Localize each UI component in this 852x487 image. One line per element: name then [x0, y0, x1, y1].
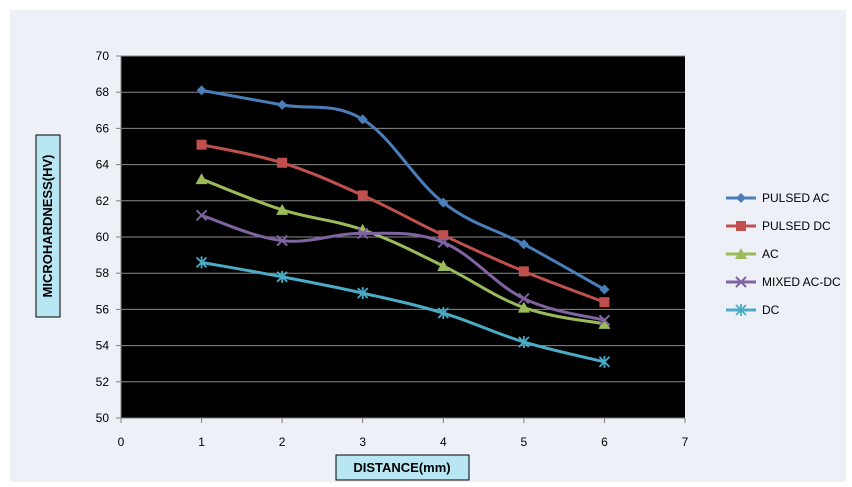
legend-marker-pulsed-dc — [736, 221, 746, 231]
gridlines — [121, 55, 685, 383]
legend-label-pulsed-ac: PULSED AC — [762, 191, 830, 205]
legend-item-pulsed-dc: PULSED DC — [726, 219, 831, 233]
series-line-pulsed-dc — [201, 143, 605, 304]
data-point-pulsed-dc — [438, 230, 449, 241]
y-axis-title: MICROHARDNESS(HV) — [40, 155, 55, 298]
x-tick-label: 4 — [440, 435, 447, 449]
data-point-mixed-ac-dc — [276, 234, 288, 247]
series-mixed-ac-dc — [195, 209, 611, 326]
data-point-pulsed-ac — [438, 197, 449, 208]
series-line-ac — [201, 177, 605, 326]
series-pulsed-ac — [196, 85, 610, 295]
x-axis-title-box: DISTANCE(mm) — [335, 454, 470, 481]
y-tick-label: 52 — [96, 375, 110, 389]
legend-marker-mixed-ac-dc — [735, 276, 747, 288]
data-point-pulsed-ac — [196, 85, 207, 96]
legend-label-pulsed-dc: PULSED DC — [762, 219, 831, 233]
y-tick-label: 62 — [96, 194, 110, 208]
x-tick-label: 1 — [198, 435, 205, 449]
data-point-ac — [598, 317, 611, 329]
y-axis-title-box: MICROHARDNESS(HV) — [35, 134, 61, 318]
x-tick-label: 0 — [118, 435, 125, 449]
legend-marker-ac — [735, 248, 747, 259]
data-point-ac — [195, 173, 208, 185]
legend-marker-pulsed-ac — [736, 193, 746, 203]
x-tick-label: 3 — [359, 435, 366, 449]
legend-label-mixed-ac-dc: MIXED AC-DC — [762, 275, 841, 289]
series-line-pulsed-ac — [201, 88, 606, 291]
data-point-dc — [598, 355, 611, 368]
y-tick-label: 60 — [96, 230, 110, 244]
x-tick-label: 7 — [682, 435, 689, 449]
y-tick-label: 66 — [96, 121, 110, 135]
data-point-pulsed-dc — [518, 266, 529, 277]
y-tick-label: 70 — [96, 49, 110, 63]
series-ac — [195, 173, 611, 329]
legend: PULSED AC PULSED DC AC MIXED AC-DC DC — [726, 191, 841, 317]
data-point-ac — [517, 301, 530, 313]
legend-item-dc: DC — [726, 303, 780, 317]
data-point-ac — [276, 203, 289, 215]
data-point-mixed-ac-dc — [437, 236, 449, 249]
data-point-ac — [437, 259, 450, 271]
y-tick-label: 56 — [96, 302, 110, 316]
y-tick-label: 68 — [96, 85, 110, 99]
y-tick-label: 54 — [96, 339, 110, 353]
legend-item-pulsed-ac: PULSED AC — [726, 191, 830, 205]
y-tick-label: 64 — [96, 158, 110, 172]
data-point-mixed-ac-dc — [518, 292, 530, 305]
data-point-pulsed-ac — [357, 114, 368, 125]
data-point-dc — [276, 270, 288, 283]
data-point-pulsed-ac — [599, 284, 610, 295]
series-line-mixed-ac-dc — [201, 213, 605, 322]
data-point-dc — [437, 307, 449, 320]
legend-item-ac: AC — [726, 247, 779, 261]
data-point-pulsed-dc — [277, 157, 288, 168]
x-tick-label: 5 — [521, 435, 528, 449]
series-pulsed-dc — [196, 139, 610, 308]
y-tick-label: 58 — [96, 266, 110, 280]
legend-item-mixed-ac-dc: MIXED AC-DC — [726, 275, 841, 289]
series-line-dc — [201, 260, 605, 364]
data-point-dc — [357, 287, 369, 300]
data-point-mixed-ac-dc — [598, 314, 611, 326]
y-tick-label: 50 — [96, 411, 110, 425]
data-point-pulsed-dc — [196, 139, 207, 150]
data-point-mixed-ac-dc — [195, 209, 208, 221]
data-point-pulsed-dc — [357, 190, 368, 201]
x-axis-title: DISTANCE(mm) — [353, 460, 450, 475]
series-dc — [195, 256, 611, 368]
data-point-pulsed-dc — [599, 297, 610, 308]
data-point-dc — [518, 335, 530, 348]
legend-label-ac: AC — [762, 247, 779, 261]
data-point-dc — [195, 256, 208, 269]
data-point-pulsed-ac — [277, 99, 288, 110]
x-tick-label: 6 — [601, 435, 608, 449]
legend-label-dc: DC — [762, 303, 780, 317]
data-point-mixed-ac-dc — [357, 227, 369, 240]
x-tick-label: 2 — [279, 435, 286, 449]
series-group — [195, 85, 611, 368]
legend-marker-dc — [735, 304, 747, 316]
data-point-pulsed-ac — [518, 239, 529, 250]
